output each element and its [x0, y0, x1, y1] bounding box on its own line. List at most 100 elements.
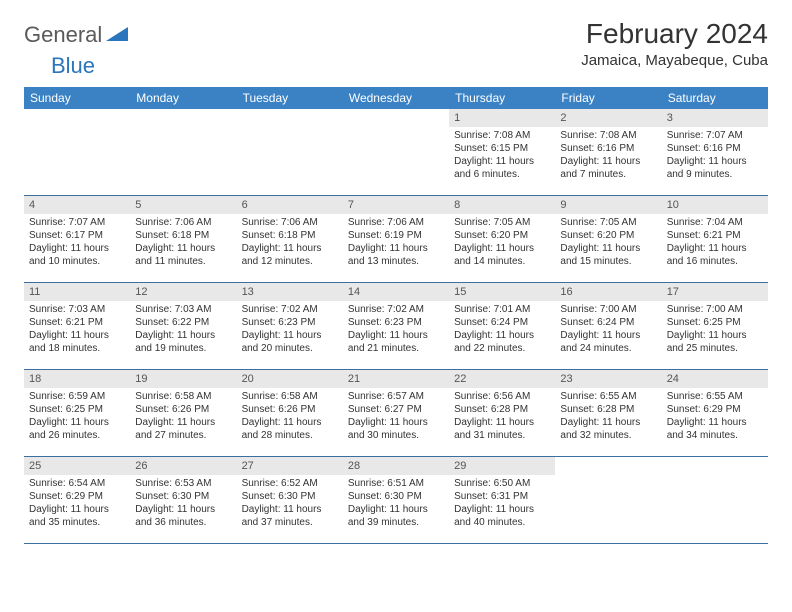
day-details: Sunrise: 7:02 AMSunset: 6:23 PMDaylight:… — [343, 303, 449, 359]
daylight-text: Daylight: 11 hours and 21 minutes. — [348, 329, 444, 355]
sunrise-text: Sunrise: 7:06 AM — [135, 216, 231, 229]
day-details: Sunrise: 7:00 AMSunset: 6:25 PMDaylight:… — [662, 303, 768, 359]
day-cell: 26 Sunrise: 6:53 AMSunset: 6:30 PMDayligh… — [130, 457, 236, 543]
sunrise-text: Sunrise: 7:06 AM — [242, 216, 338, 229]
day-cell: 14 Sunrise: 7:02 AMSunset: 6:23 PMDayligh… — [343, 283, 449, 369]
sunset-text: Sunset: 6:31 PM — [454, 490, 550, 503]
day-cell: 29Sunrise: 6:50 AMSunset: 6:31 PMDayligh… — [449, 457, 555, 543]
daylight-text: Daylight: 11 hours and 11 minutes. — [135, 242, 231, 268]
day-cell: 15Sunrise: 7:01 AMSunset: 6:24 PMDayligh… — [449, 283, 555, 369]
daylight-text: Daylight: 11 hours and 6 minutes. — [454, 155, 550, 181]
day-cell: 25Sunrise: 6:54 AMSunset: 6:29 PMDayligh… — [24, 457, 130, 543]
sunrise-text: Sunrise: 7:03 AM — [29, 303, 125, 316]
logo-text-general: General — [24, 22, 102, 48]
sunset-text: Sunset: 6:22 PM — [135, 316, 231, 329]
daylight-text: Daylight: 11 hours and 24 minutes. — [560, 329, 656, 355]
daylight-text: Daylight: 11 hours and 30 minutes. — [348, 416, 444, 442]
day-number: 5 — [130, 196, 236, 214]
sunset-text: Sunset: 6:29 PM — [667, 403, 763, 416]
sunrise-text: Sunrise: 6:54 AM — [29, 477, 125, 490]
sunset-text: Sunset: 6:20 PM — [560, 229, 656, 242]
sunrise-text: Sunrise: 6:55 AM — [560, 390, 656, 403]
day-cell: 21 Sunrise: 6:57 AMSunset: 6:27 PMDayligh… — [343, 370, 449, 456]
daylight-text: Daylight: 11 hours and 26 minutes. — [29, 416, 125, 442]
day-cell: 12Sunrise: 7:03 AMSunset: 6:22 PMDayligh… — [130, 283, 236, 369]
day-details: Sunrise: 7:07 AMSunset: 6:17 PMDaylight:… — [24, 216, 130, 272]
week-row: 4Sunrise: 7:07 AMSunset: 6:17 PMDaylight… — [24, 196, 768, 283]
day-header-mon: Monday — [130, 87, 236, 109]
sunset-text: Sunset: 6:16 PM — [667, 142, 763, 155]
day-cell: 11Sunrise: 7:03 AMSunset: 6:21 PMDayligh… — [24, 283, 130, 369]
day-number: 26 — [130, 457, 236, 475]
day-cell — [343, 109, 449, 195]
sunset-text: Sunset: 6:19 PM — [348, 229, 444, 242]
sunrise-text: Sunrise: 7:02 AM — [242, 303, 338, 316]
sunrise-text: Sunrise: 7:04 AM — [667, 216, 763, 229]
sunrise-text: Sunrise: 7:05 AM — [454, 216, 550, 229]
sunset-text: Sunset: 6:26 PM — [242, 403, 338, 416]
sunrise-text: Sunrise: 6:50 AM — [454, 477, 550, 490]
sunrise-text: Sunrise: 6:55 AM — [667, 390, 763, 403]
daylight-text: Daylight: 11 hours and 31 minutes. — [454, 416, 550, 442]
day-details: Sunrise: 7:06 AMSunset: 6:19 PMDaylight:… — [343, 216, 449, 272]
day-number: 29 — [449, 457, 555, 475]
day-details: Sunrise: 7:08 AMSunset: 6:15 PMDaylight:… — [449, 129, 555, 185]
day-cell: 3Sunrise: 7:07 AMSunset: 6:16 PMDaylight… — [662, 109, 768, 195]
day-details: Sunrise: 6:55 AMSunset: 6:29 PMDaylight:… — [662, 390, 768, 446]
daylight-text: Daylight: 11 hours and 35 minutes. — [29, 503, 125, 529]
sunrise-text: Sunrise: 7:00 AM — [560, 303, 656, 316]
daylight-text: Daylight: 11 hours and 7 minutes. — [560, 155, 656, 181]
daylight-text: Daylight: 11 hours and 22 minutes. — [454, 329, 550, 355]
day-cell — [237, 109, 343, 195]
sunrise-text: Sunrise: 6:51 AM — [348, 477, 444, 490]
day-number: 24 — [662, 370, 768, 388]
logo-triangle-icon — [106, 25, 128, 46]
day-cell: 22 Sunrise: 6:56 AMSunset: 6:28 PMDayligh… — [449, 370, 555, 456]
daylight-text: Daylight: 11 hours and 10 minutes. — [29, 242, 125, 268]
sunrise-text: Sunrise: 6:53 AM — [135, 477, 231, 490]
daylight-text: Daylight: 11 hours and 25 minutes. — [667, 329, 763, 355]
day-cell: 20Sunrise: 6:58 AMSunset: 6:26 PMDayligh… — [237, 370, 343, 456]
day-number: 28 — [343, 457, 449, 475]
day-cell: 7Sunrise: 7:06 AMSunset: 6:19 PMDaylight… — [343, 196, 449, 282]
day-number: 10 — [662, 196, 768, 214]
day-cell: 9Sunrise: 7:05 AMSunset: 6:20 PMDaylight… — [555, 196, 661, 282]
day-number: 21 — [343, 370, 449, 388]
daylight-text: Daylight: 11 hours and 37 minutes. — [242, 503, 338, 529]
sunset-text: Sunset: 6:28 PM — [454, 403, 550, 416]
sunrise-text: Sunrise: 7:02 AM — [348, 303, 444, 316]
daylight-text: Daylight: 11 hours and 14 minutes. — [454, 242, 550, 268]
sunset-text: Sunset: 6:20 PM — [454, 229, 550, 242]
day-header-wed: Wednesday — [343, 87, 449, 109]
day-details: Sunrise: 7:04 AMSunset: 6:21 PMDaylight:… — [662, 216, 768, 272]
daylight-text: Daylight: 11 hours and 32 minutes. — [560, 416, 656, 442]
sunrise-text: Sunrise: 7:08 AM — [560, 129, 656, 142]
sunrise-text: Sunrise: 7:06 AM — [348, 216, 444, 229]
sunset-text: Sunset: 6:21 PM — [667, 229, 763, 242]
day-cell: 2Sunrise: 7:08 AMSunset: 6:16 PMDaylight… — [555, 109, 661, 195]
day-cell: 19Sunrise: 6:58 AMSunset: 6:26 PMDayligh… — [130, 370, 236, 456]
sunset-text: Sunset: 6:28 PM — [560, 403, 656, 416]
day-header-row: Sunday Monday Tuesday Wednesday Thursday… — [24, 87, 768, 109]
sunrise-text: Sunrise: 7:00 AM — [667, 303, 763, 316]
day-number: 2 — [555, 109, 661, 127]
day-number: 9 — [555, 196, 661, 214]
daylight-text: Daylight: 11 hours and 20 minutes. — [242, 329, 338, 355]
day-details: Sunrise: 6:56 AMSunset: 6:28 PMDaylight:… — [449, 390, 555, 446]
sunset-text: Sunset: 6:25 PM — [667, 316, 763, 329]
sunrise-text: Sunrise: 7:03 AM — [135, 303, 231, 316]
logo: General — [24, 18, 130, 48]
location-text: Jamaica, Mayabeque, Cuba — [581, 52, 768, 69]
sunrise-text: Sunrise: 7:07 AM — [667, 129, 763, 142]
day-details: Sunrise: 6:53 AMSunset: 6:30 PMDaylight:… — [130, 477, 236, 533]
day-number: 3 — [662, 109, 768, 127]
day-number: 14 — [343, 283, 449, 301]
day-cell: 17Sunrise: 7:00 AMSunset: 6:25 PMDayligh… — [662, 283, 768, 369]
day-number: 13 — [237, 283, 343, 301]
day-number: 20 — [237, 370, 343, 388]
day-number: 12 — [130, 283, 236, 301]
day-cell: 27Sunrise: 6:52 AMSunset: 6:30 PMDayligh… — [237, 457, 343, 543]
day-details: Sunrise: 6:57 AMSunset: 6:27 PMDaylight:… — [343, 390, 449, 446]
sunset-text: Sunset: 6:23 PM — [242, 316, 338, 329]
day-number: 22 — [449, 370, 555, 388]
